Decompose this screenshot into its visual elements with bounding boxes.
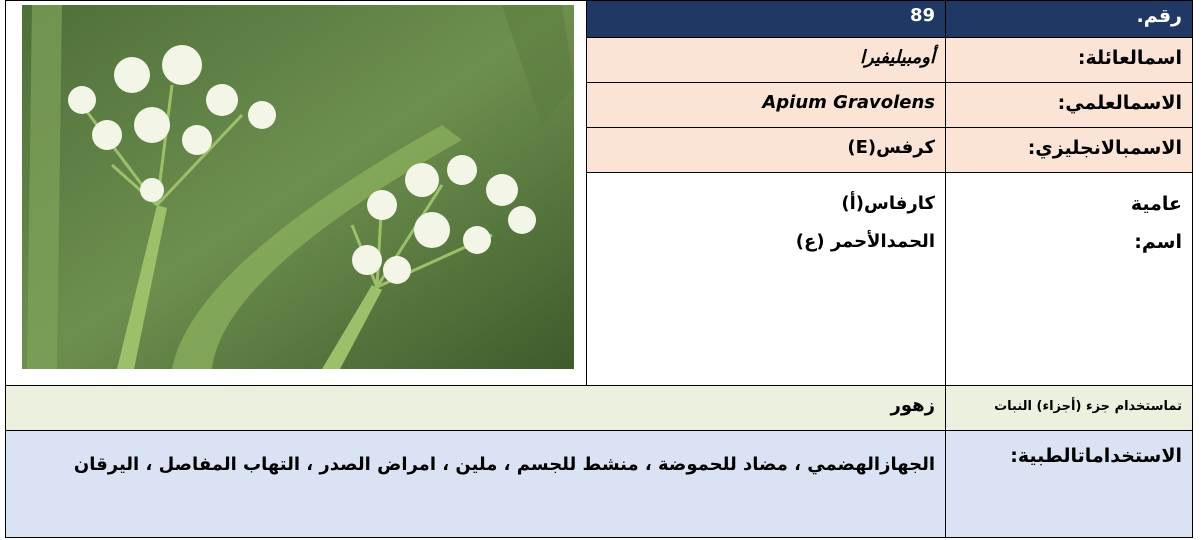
family-value: أومبيليفيرا bbox=[586, 37, 946, 83]
colloquial-name: كارفاس(أ) bbox=[841, 193, 935, 214]
plant-photo bbox=[22, 5, 574, 369]
colloquial-label-line: اسم: bbox=[1134, 231, 1182, 253]
scientific-label: الاسمالعلمي: bbox=[945, 82, 1193, 128]
family-label: اسمالعائلة: bbox=[945, 37, 1193, 83]
medical-value: الجهازالهضمي ، مضاد للحموضة ، منشط للجسم… bbox=[5, 430, 946, 538]
photo-cell bbox=[5, 0, 587, 386]
scientific-value: Apium Gravolens bbox=[586, 82, 946, 128]
english-value: كرفس(E) bbox=[586, 127, 946, 173]
colloquial-label: عامية اسم: bbox=[945, 172, 1193, 386]
colloquial-label-line: عامية bbox=[1130, 193, 1182, 215]
colloquial-value: كارفاس(أ) الحمدالأحمر (ع) bbox=[586, 172, 946, 386]
colloquial-name: الحمدالأحمر (ع) bbox=[795, 231, 935, 252]
part-value: زهور bbox=[5, 385, 946, 431]
number-value: 89 bbox=[586, 0, 946, 38]
medical-label: الاستخداماتالطبية: bbox=[945, 430, 1193, 538]
number-label: رقم. bbox=[945, 0, 1193, 38]
english-label: الاسمبالانجليزي: bbox=[945, 127, 1193, 173]
part-label: تماستخدام جزء (أجزاء) النبات bbox=[945, 385, 1193, 431]
